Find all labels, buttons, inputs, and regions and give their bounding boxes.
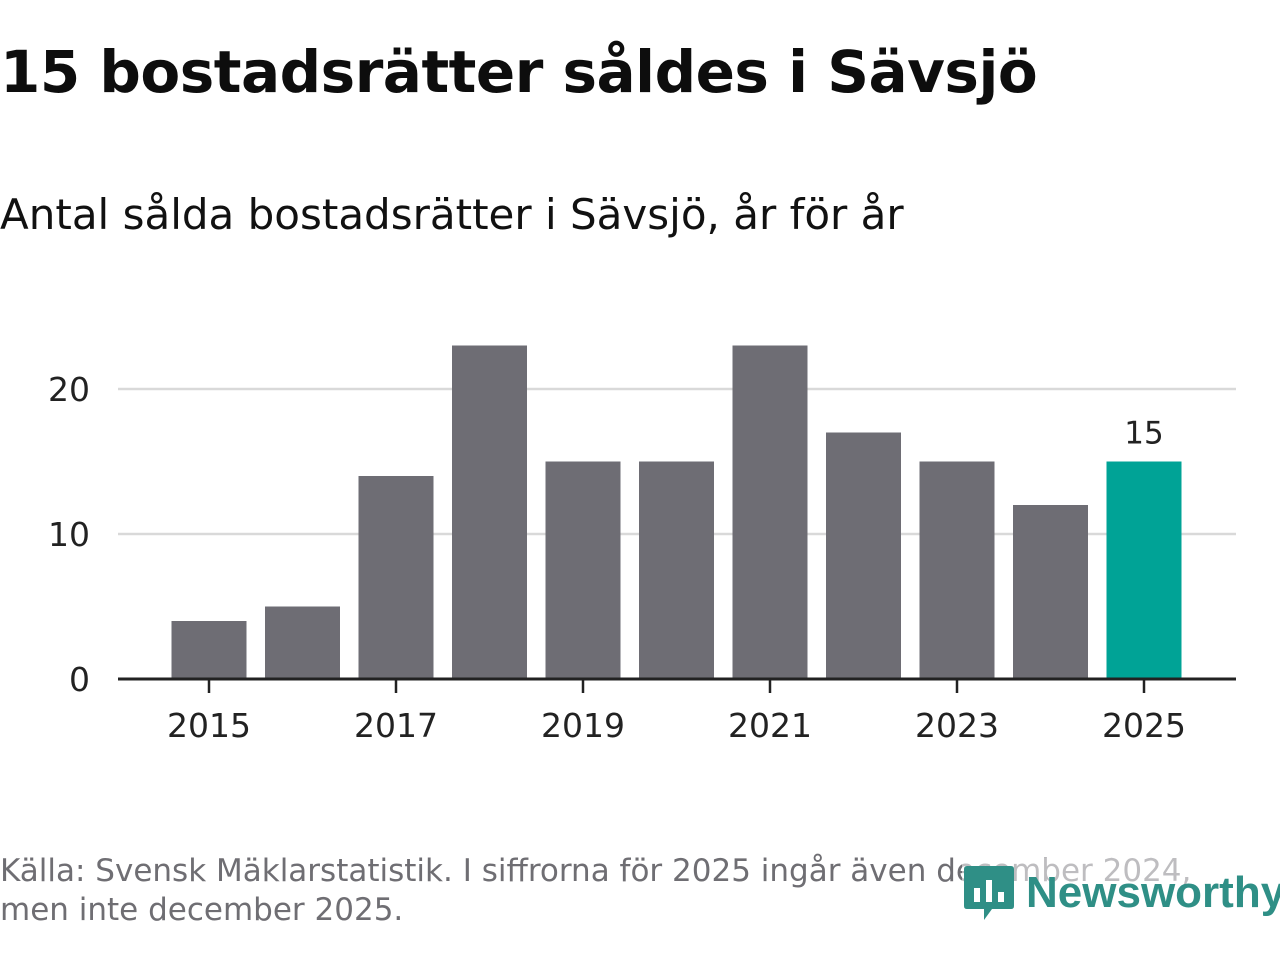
y-tick-label-10: 10	[48, 515, 90, 554]
bar-2015	[171, 621, 247, 679]
bar-2018	[452, 345, 527, 679]
x-tick-label-2017: 2017	[354, 706, 438, 745]
x-tick-label-2025: 2025	[1102, 706, 1186, 745]
x-tick-label-2015: 2015	[167, 706, 251, 745]
bar-2021	[732, 345, 808, 679]
bar-2016	[265, 606, 340, 679]
chart-title: 15 bostadsrätter såldes i Sävsjö	[0, 38, 1038, 106]
newsworthy-logo-icon	[964, 866, 1014, 920]
x-tick-label-2023: 2023	[915, 706, 999, 745]
bar-2020	[639, 461, 714, 679]
x-tick-label-2019: 2019	[541, 706, 625, 745]
newsworthy-logo: Newsworthy	[962, 858, 1280, 928]
bar-2022	[826, 432, 901, 679]
data-label-2025: 15	[1124, 416, 1163, 452]
newsworthy-logo-text: Newsworthy	[1026, 868, 1280, 917]
chart-subtitle: Antal sålda bostadsrätter i Sävsjö, år f…	[0, 190, 904, 239]
source-note-line-2: men inte december 2025.	[0, 892, 404, 928]
y-tick-label-20: 20	[48, 370, 90, 409]
y-tick-label-0: 0	[69, 660, 90, 699]
bar-2017	[358, 476, 434, 679]
bar-2024	[1013, 505, 1088, 679]
bar-2019	[545, 461, 621, 679]
x-tick-label-2021: 2021	[728, 706, 812, 745]
bar-2025	[1106, 461, 1182, 679]
bar-2023	[919, 461, 995, 679]
